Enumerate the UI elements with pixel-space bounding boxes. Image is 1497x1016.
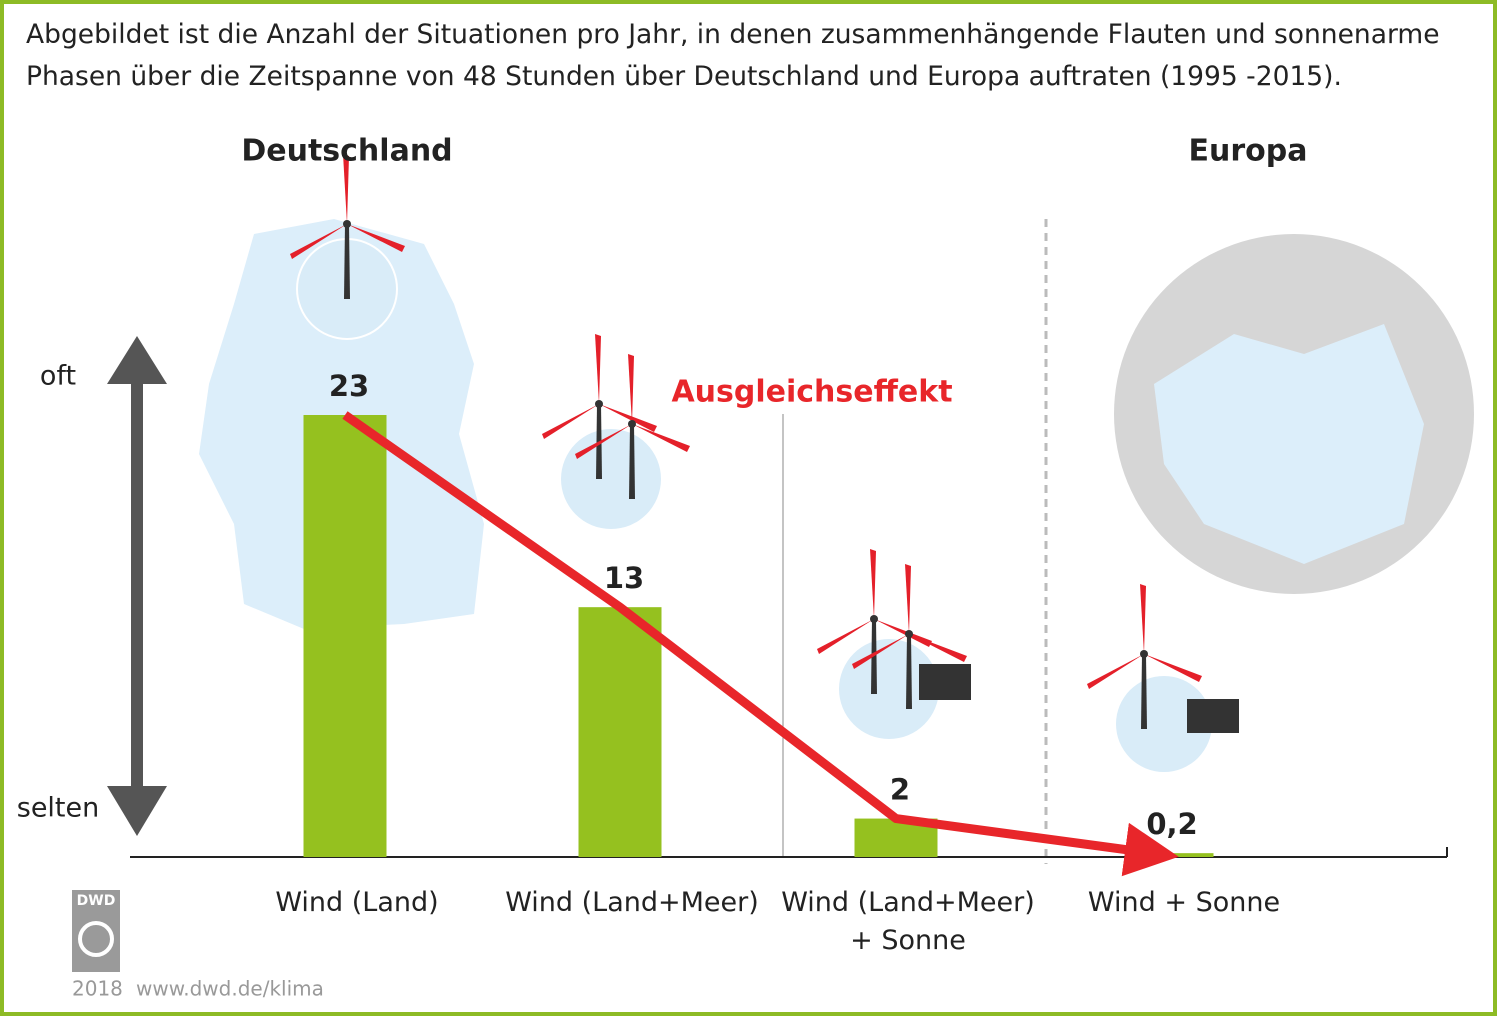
x-tick-label: Wind + Sonne xyxy=(1087,887,1281,918)
icon-bg xyxy=(839,639,939,739)
x-tick-label: Wind (Land) xyxy=(275,887,439,918)
value-label: 23 xyxy=(329,369,369,403)
value-label: 0,2 xyxy=(1146,807,1197,841)
section-label: Deutschland xyxy=(241,134,452,169)
x-tick-label: Wind (Land+Meer) + Sonne xyxy=(781,887,1035,956)
value-label: 13 xyxy=(604,561,644,595)
title: Abgebildet ist die Anzahl der Situatione… xyxy=(26,19,1440,92)
footer-url: www.dwd.de/klima xyxy=(136,977,324,1001)
value-label: 2 xyxy=(890,773,910,807)
axis-arrow-head xyxy=(107,336,167,384)
solar-icon xyxy=(1187,699,1239,733)
trend-arrow xyxy=(342,411,1179,877)
axis-arrow-head xyxy=(107,786,167,836)
solar-icon xyxy=(919,664,971,700)
bar xyxy=(578,607,662,857)
axis-label-bottom: selten xyxy=(17,793,100,824)
axis-arrow xyxy=(131,382,143,794)
axis-label-top: oft xyxy=(40,361,76,392)
bar xyxy=(303,415,387,857)
logo-text: DWD xyxy=(77,893,116,909)
europe-map xyxy=(1154,324,1424,564)
icon-bg xyxy=(561,429,661,529)
logo-swirl xyxy=(78,921,114,957)
chart: oft selten Deutschland Europa Ausgleichs… xyxy=(17,134,1474,1001)
section-label: Europa xyxy=(1189,134,1308,169)
footer-year: 2018 xyxy=(72,977,123,1001)
x-tick-label: Wind (Land+Meer) xyxy=(505,887,759,918)
annotation: Ausgleichseffekt xyxy=(671,375,952,410)
